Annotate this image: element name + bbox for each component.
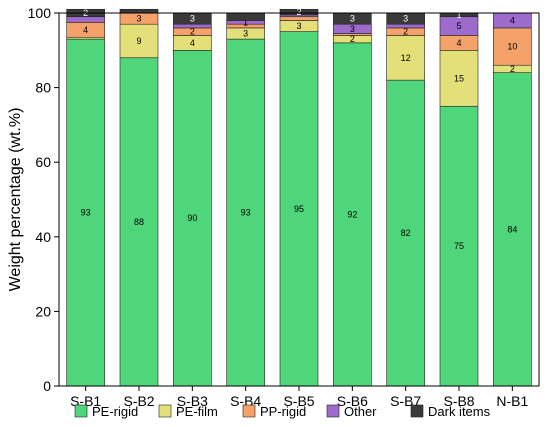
y-tick-label: 40 (35, 229, 51, 245)
bar-value-label: 3 (403, 14, 408, 24)
bar-value-label: 90 (187, 213, 197, 223)
legend: PE-rigid PE-film PP-rigid Other Dark items (74, 404, 491, 419)
bar-value-label: 3 (136, 14, 141, 24)
bar-segment (333, 42, 372, 387)
bar-value-label: 75 (454, 241, 464, 251)
bar-value-label: 12 (401, 53, 411, 63)
bar-value-label: 3 (243, 29, 248, 39)
bar-segment (439, 49, 479, 107)
bar-segment (493, 72, 532, 387)
bar-value-label: 95 (294, 204, 304, 214)
bar-value-label: 1 (456, 10, 461, 20)
bar-value-label: 1 (243, 17, 248, 27)
bar-value-label: 2 (350, 34, 355, 44)
bar-segment (279, 31, 319, 387)
bar-value-label: 4 (190, 38, 195, 48)
y-tick-label: 20 (35, 303, 51, 319)
bars-layer: 9342889390423933195329223382122375154518… (66, 7, 532, 387)
bar-segment (279, 16, 319, 21)
y-tick-label: 0 (43, 378, 51, 394)
bar-value-label: 2 (510, 64, 515, 74)
bar-value-label: 3 (350, 24, 355, 34)
x-tick-label: N-B1 (496, 393, 528, 409)
bar-value-label: 5 (456, 21, 461, 31)
bar-value-label: 2 (296, 7, 301, 17)
bar-value-label: 92 (347, 209, 357, 219)
x-tick-label: S-B8 (443, 393, 474, 409)
bar-segment (66, 38, 105, 387)
bar-value-label: 3 (296, 21, 301, 31)
bar-value-label: 82 (401, 228, 411, 238)
bar-value-label: 2 (190, 27, 195, 37)
bar-segment (386, 23, 425, 29)
bar-segment (439, 105, 479, 387)
legend-swatch (326, 404, 340, 418)
x-tick-label: S-B6 (337, 393, 368, 409)
bar-value-label: 3 (350, 14, 355, 24)
y-tick-label: 60 (35, 154, 51, 170)
bar-segment (226, 12, 265, 21)
x-tick-label: S-B3 (177, 393, 208, 409)
bar-value-label: 15 (454, 73, 464, 83)
legend-label: PE-rigid (92, 404, 138, 419)
bar-value-label: 4 (83, 25, 88, 35)
x-tick-label: S-B5 (283, 393, 314, 409)
legend-swatch (242, 404, 256, 418)
y-axis: 0 20 40 60 80 100 (28, 5, 59, 394)
bar-value-label: 93 (81, 208, 91, 218)
legend-label: Other (344, 404, 377, 419)
y-tick-label: 100 (28, 5, 52, 21)
bar-value-label: 3 (190, 14, 195, 24)
bar-value-label: 4 (510, 15, 515, 25)
bar-segment (119, 23, 159, 59)
y-tick-label: 80 (35, 80, 51, 96)
bar-value-label: 9 (136, 36, 141, 46)
legend-label: PE-film (176, 404, 218, 419)
legend-swatch (158, 404, 172, 418)
legend-label: Dark items (428, 404, 491, 419)
bar-segment (173, 49, 212, 387)
bar-value-label: 2 (403, 27, 408, 37)
bar-value-label: 10 (507, 42, 517, 52)
y-axis-title: Weight percentage (wt.%) (7, 108, 24, 292)
bar-value-label: 88 (134, 217, 144, 227)
legend-swatch (74, 404, 88, 418)
bar-segment (279, 8, 319, 16)
bar-segment (119, 57, 159, 387)
bar-value-label: 84 (507, 224, 517, 234)
x-tick-label: S-B2 (123, 393, 154, 409)
bar-value-label: 93 (241, 208, 251, 218)
bar-value-label: 4 (456, 38, 461, 48)
bar-segment (119, 8, 159, 14)
legend-swatch (410, 404, 424, 418)
bar-segment (173, 23, 212, 29)
legend-label: PP-rigid (260, 404, 306, 419)
